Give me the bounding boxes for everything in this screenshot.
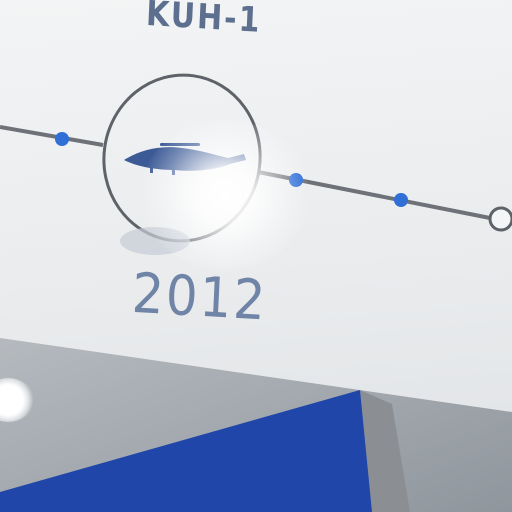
timeline-dot <box>55 132 69 146</box>
reflection-smudge <box>120 227 190 255</box>
timeline-dot <box>394 193 408 207</box>
year-label: 2012 <box>130 261 269 333</box>
timeline-end-marker <box>488 206 512 232</box>
timeline-line-left <box>0 125 104 147</box>
helicopter-icon <box>124 143 246 175</box>
timeline-dot <box>289 173 303 187</box>
model-label: KUH-1 <box>145 0 263 42</box>
